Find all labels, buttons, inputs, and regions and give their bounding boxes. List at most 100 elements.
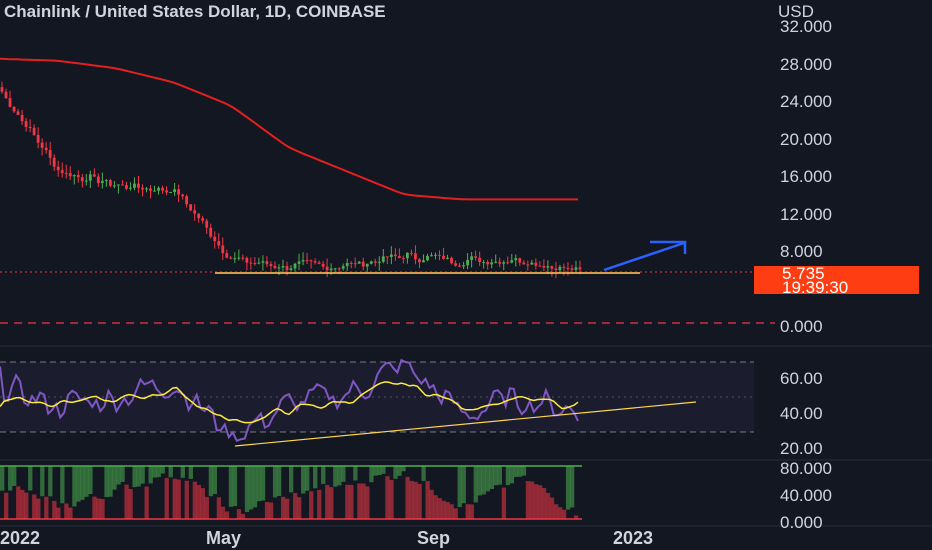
candle-body (209, 227, 213, 237)
candle-body (397, 256, 401, 259)
osc-fill (473, 466, 478, 503)
osc-fill (208, 466, 214, 497)
candle-body (466, 259, 470, 266)
osc-fill (397, 466, 402, 476)
osc-fill (485, 466, 490, 492)
time-label-sep: Sep (417, 528, 451, 548)
rsi-ma-line (0, 381, 579, 424)
osc-fill (353, 466, 358, 481)
candle-body (578, 267, 582, 270)
candle-body (401, 258, 405, 260)
osc-fill (545, 492, 551, 519)
osc-fill (313, 466, 318, 489)
candle-body (333, 268, 337, 270)
osc-fill (32, 494, 37, 519)
candle-body (125, 185, 128, 189)
candle-body (24, 121, 28, 128)
osc-fill (8, 466, 13, 491)
osc-fill (200, 488, 206, 519)
candle-body (253, 263, 257, 265)
osc-fill (120, 466, 125, 482)
candle-body (257, 262, 261, 264)
osc-fill (573, 515, 579, 519)
candle-body (32, 127, 36, 135)
candle-body (442, 255, 445, 259)
candle-body (48, 150, 52, 158)
price-tick-32: 32.000 (780, 17, 832, 36)
osc-fill (256, 466, 262, 502)
osc-tick-80: 80.000 (780, 459, 832, 478)
osc-fill (341, 466, 346, 482)
price-tick-0: 0.000 (780, 317, 823, 336)
candle-body (373, 261, 377, 263)
osc-fill (124, 484, 129, 519)
osc-fill (421, 466, 426, 481)
candle-body (4, 91, 8, 99)
candle-body (76, 175, 80, 178)
candle-body (462, 265, 465, 267)
candle-body (514, 258, 518, 261)
candle-body (381, 256, 385, 262)
osc-fill (228, 466, 234, 507)
osc-fill (529, 481, 535, 519)
candle-body (510, 260, 514, 263)
candle-body (289, 268, 293, 271)
candle-body (542, 265, 546, 268)
candle-body (112, 185, 116, 187)
osc-fill (537, 485, 543, 519)
osc-fill (72, 466, 77, 507)
osc-fill (489, 466, 494, 490)
osc-fill (100, 499, 105, 519)
candle-body (225, 253, 229, 258)
candle-body (522, 262, 526, 265)
osc-fill (401, 466, 406, 472)
candle-body (438, 254, 441, 256)
osc-fill (433, 495, 438, 519)
osc-fill (288, 466, 294, 493)
osc-fill (236, 509, 242, 519)
osc-fill (533, 484, 539, 519)
osc-fill (36, 498, 41, 519)
osc-fill (92, 496, 97, 519)
candle-body (153, 190, 156, 192)
osc-fill (116, 466, 121, 485)
osc-fill (220, 506, 226, 519)
rsi-tick-40: 40.00 (780, 404, 823, 423)
moving-average-line (0, 57, 578, 201)
candle-body (474, 256, 478, 258)
osc-fill (176, 479, 181, 519)
osc-fill (40, 466, 45, 497)
osc-fill (385, 476, 390, 519)
price-tick-16: 16.000 (780, 167, 832, 186)
osc-tick-0: 0.000 (780, 513, 823, 532)
osc-fill (152, 466, 157, 478)
candle-body (317, 262, 321, 264)
candle-body (64, 173, 68, 175)
candle-body (72, 175, 76, 177)
candle-body (277, 267, 281, 269)
candle-body (96, 176, 100, 183)
osc-fill (260, 466, 266, 501)
osc-fill (333, 466, 338, 487)
osc-fill (216, 497, 222, 519)
osc-fill (521, 466, 527, 476)
candle-body (418, 259, 421, 263)
candle-body (369, 261, 373, 264)
osc-fill (168, 466, 173, 478)
osc-fill (553, 504, 559, 519)
osc-fill (389, 479, 394, 519)
osc-fill (293, 493, 298, 519)
osc-fill (24, 492, 29, 519)
candle-body (570, 268, 574, 270)
candle-body (121, 184, 124, 186)
candle-body (213, 236, 217, 242)
osc-fill (104, 466, 109, 498)
osc-fill (457, 466, 462, 508)
osc-fill (88, 466, 93, 495)
osc-fill (268, 502, 274, 519)
osc-fill (204, 496, 210, 519)
osc-fill (44, 496, 49, 519)
candle-body (16, 111, 20, 115)
candle-body (430, 255, 433, 257)
